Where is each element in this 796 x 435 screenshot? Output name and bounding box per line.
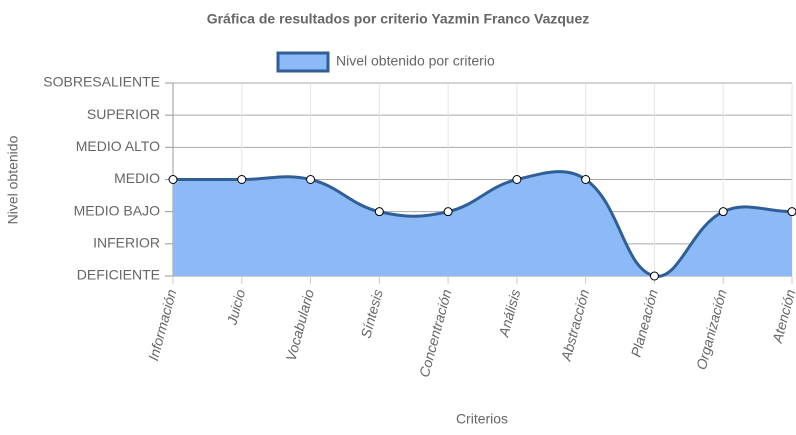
x-tick-label: Concentración	[416, 287, 455, 379]
x-tick-label: Síntesis	[357, 288, 385, 340]
x-tick-label: Vocabulario	[283, 287, 318, 362]
legend-label: Nivel obtenido por criterio	[336, 53, 495, 69]
x-tick-label: Planeación	[628, 287, 661, 358]
x-axis-title: Criterios	[456, 411, 508, 427]
point	[168, 175, 178, 184]
x-tick-label: Atención	[769, 287, 796, 345]
point	[306, 175, 316, 184]
legend-swatch	[276, 51, 330, 73]
point	[512, 175, 522, 184]
y-tick-label: SUPERIOR	[87, 106, 160, 122]
y-tick-label: SOBRESALIENTE	[43, 74, 160, 90]
point	[237, 175, 247, 184]
x-tick-label: Información	[145, 287, 179, 362]
y-tick-label: MEDIO BAJO	[74, 202, 160, 218]
x-tick-label: Abstracción	[557, 287, 592, 363]
y-tick-label: MEDIO	[114, 170, 160, 186]
point	[787, 207, 796, 217]
point	[649, 271, 659, 281]
point	[443, 207, 453, 217]
chart-title: Gráfica de resultados por criterio Yazmi…	[207, 11, 590, 27]
point	[581, 175, 591, 184]
line	[173, 170, 793, 278]
x-tick-label: Juicio	[223, 287, 248, 327]
point	[718, 207, 728, 217]
y-axis-title: Nivel obtenido	[5, 135, 21, 224]
y-tick-label: INFERIOR	[93, 235, 160, 251]
area	[173, 171, 792, 277]
y-tick-label: DEFICIENTE	[77, 267, 160, 283]
x-tick-label: Organización	[693, 287, 730, 371]
y-tick-label: MEDIO ALTO	[76, 138, 160, 154]
point	[374, 207, 384, 217]
x-tick-label: Análisis	[495, 288, 523, 340]
